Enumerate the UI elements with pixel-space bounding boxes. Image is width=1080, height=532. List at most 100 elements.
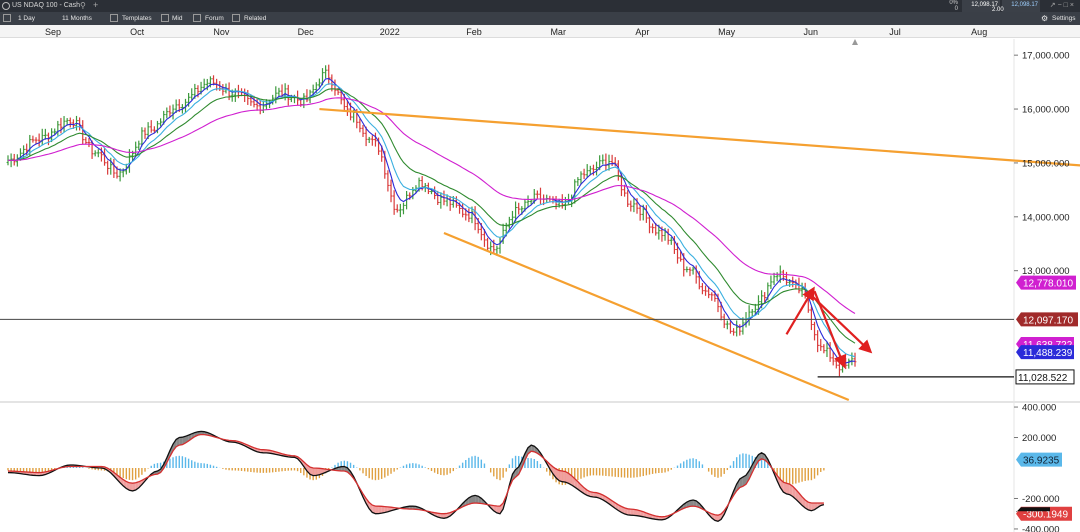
channel-lower-line — [443, 231, 850, 402]
ma-slow-line — [7, 88, 856, 344]
macd-fill-segment — [372, 505, 376, 514]
price-axis-label: 14,000.000 — [1022, 212, 1070, 223]
ma-long-price-tag-text: 12,778.010 — [1023, 279, 1073, 290]
macd-fill-segment — [789, 484, 793, 497]
histogram-value-tag-text: 36.9235 — [1023, 456, 1060, 467]
latest-bar-marker — [852, 39, 859, 45]
macd-fill-segment — [182, 436, 186, 445]
layout-icon[interactable] — [3, 14, 11, 22]
change-quote: 0% 0 — [946, 0, 958, 12]
last-price-tag-bg — [1016, 312, 1078, 327]
month-label: May — [718, 27, 736, 37]
change-pct: 0% — [949, 0, 958, 6]
price-axis: 17,000.000 16,000.000 15,000.000 14,000.000… — [1014, 51, 1078, 532]
macd-fill-segment — [341, 466, 345, 472]
macd-fill — [7, 430, 825, 523]
range-select[interactable]: 11 Months — [62, 15, 92, 22]
time-axis: Sep Oct Nov Dec 2022 Feb Mar Apr May Jun Jul Aug — [0, 25, 1080, 38]
macd-fill-segment — [384, 506, 388, 513]
macd-fill-segment — [126, 481, 130, 491]
ma-mid-line — [7, 83, 856, 358]
add-tab-button[interactable]: + — [93, 0, 99, 10]
macd-fill-segment — [316, 468, 320, 476]
macd-fill-segment — [693, 500, 697, 507]
histogram-value-tag: 36.9235 — [1016, 452, 1062, 467]
sell-button[interactable]: 12,098.17 — [962, 0, 1000, 12]
gear-icon[interactable]: ⚙ — [1041, 14, 1049, 23]
window-titlebar: US NDAQ 100 - Cash ⚲ + 0% 0 12,098.17 12… — [0, 0, 1080, 13]
month-label: Jul — [889, 27, 901, 37]
related-button[interactable]: Related — [244, 15, 267, 22]
macd-fill-segment — [624, 507, 628, 515]
macd-fill-segment — [138, 480, 142, 488]
buy-button[interactable]: 12,098.17 — [1002, 0, 1040, 12]
macd-fill-segment — [176, 437, 180, 447]
window-controls[interactable]: ↗−□× — [1049, 2, 1076, 9]
sell-price: 12,098.17 — [971, 2, 998, 8]
macd-fill-segment — [169, 444, 174, 457]
macd-fill-segment — [475, 495, 479, 504]
settings-button[interactable]: Settings — [1052, 15, 1076, 22]
macd-fill-segment — [696, 500, 700, 508]
macd-fill-segment — [714, 514, 718, 522]
macd-fill-segment — [627, 508, 631, 516]
projection-arrow — [785, 286, 815, 335]
macd-axis-label: -400.000 — [1022, 524, 1060, 532]
channel-upper-line — [319, 107, 1080, 167]
month-label: Oct — [130, 27, 145, 37]
macd-fill-segment — [313, 468, 317, 476]
macd-fill-segment — [568, 473, 572, 486]
last-price-tag: 12,097.170 — [1016, 312, 1078, 327]
templates-button[interactable]: Templates — [122, 15, 152, 22]
month-label: Feb — [466, 27, 482, 37]
histogram-value-tag-bg — [1016, 452, 1062, 467]
macd-fill-segment — [637, 509, 641, 517]
macd-fill-segment — [378, 506, 382, 514]
macd-fill-segment — [129, 482, 133, 491]
macd-line-tag — [1016, 507, 1050, 513]
macd-fill-segment — [263, 449, 267, 453]
change-val: 0 — [954, 6, 958, 12]
month-label: Apr — [635, 27, 650, 37]
macd-line — [7, 430, 825, 523]
macd-fill-segment — [440, 513, 444, 519]
macd-fill-segment — [805, 499, 809, 510]
forum-icon — [193, 14, 201, 22]
macd-fill-segment — [808, 502, 812, 511]
ma-long-line — [8, 97, 856, 314]
last-price-tag-text: 12,097.170 — [1023, 315, 1073, 326]
macd-fill-segment — [173, 439, 177, 451]
macd-fill-segment — [552, 466, 557, 478]
buy-price: 12,098.17 — [1011, 2, 1038, 8]
month-label: Jun — [803, 27, 819, 37]
macd-fill-segment — [381, 506, 385, 514]
macd-fill-segment — [496, 505, 501, 514]
macd-fill-segment — [780, 479, 784, 493]
macd-fill-segment — [559, 470, 563, 482]
month-label: 2022 — [379, 27, 400, 37]
instrument-title: US NDAQ 100 - Cash — [12, 2, 81, 9]
forum-button[interactable]: Forum — [205, 15, 224, 22]
macd-fill-segment — [683, 502, 687, 509]
ma-long-price-tag-bg — [1016, 275, 1076, 290]
interval-select[interactable]: 1 Day — [18, 15, 35, 22]
macd-axis-label: 200.000 — [1022, 433, 1056, 444]
macd-fill-segment — [749, 464, 753, 480]
ma-short-b-price-tag: 11,488.239 — [1016, 345, 1074, 360]
moving-averages — [7, 78, 856, 364]
macd-fill-segment — [465, 497, 469, 506]
macd-fill-segment — [640, 510, 644, 517]
mid-button[interactable]: Mid — [172, 15, 183, 22]
ma-short-b-price-tag-text: 11,488.239 — [1023, 348, 1073, 359]
macd-fill-segment — [630, 509, 634, 516]
candlesticks — [6, 64, 857, 377]
support-tag-text: 11,028.522 — [1018, 373, 1068, 384]
month-label: Aug — [971, 27, 988, 37]
ma-fast-line — [7, 78, 856, 364]
search-icon[interactable]: ⚲ — [80, 1, 86, 10]
month-label: Nov — [213, 27, 230, 37]
macd-fill-segment — [752, 459, 756, 473]
macd-fill-segment — [409, 506, 413, 510]
macd-fill-segment — [179, 437, 183, 446]
